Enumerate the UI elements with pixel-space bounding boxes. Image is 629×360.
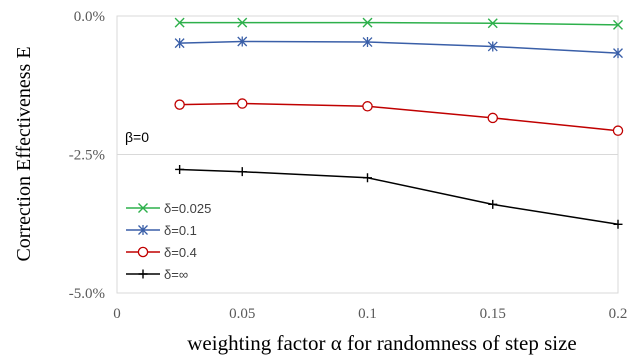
data-point-2-3 <box>487 112 498 124</box>
legend-label: δ=0.025 <box>164 201 211 216</box>
data-point-0-0 <box>174 17 185 28</box>
data-point-2-0 <box>174 99 185 110</box>
y-tick-label: 0.0% <box>74 9 105 25</box>
y-tick-label: -5.0% <box>69 286 105 302</box>
data-point-0-2 <box>362 17 373 28</box>
tick-labels: 0.0% -2.5% -5.0% 0 0.05 0.1 0.15 0.2 <box>69 9 628 322</box>
data-point-3-3 <box>488 199 498 209</box>
data-point-2-4 <box>612 125 624 136</box>
legend-label: δ=0.4 <box>164 245 197 260</box>
x-tick-label: 0.05 <box>229 306 255 322</box>
data-point-3-0 <box>175 164 185 174</box>
data-point-1-4 <box>613 48 623 59</box>
series-0 <box>174 17 623 30</box>
data-point-0-4 <box>613 19 623 30</box>
x-tick-label: 0 <box>113 306 121 322</box>
data-point-0-1 <box>237 17 248 28</box>
legend-entry: δ=0.4 <box>126 245 197 260</box>
series-layer <box>174 17 624 229</box>
series-1 <box>174 36 623 59</box>
legend: δ=0.025 δ=0.1 δ=0.4 δ=∞ <box>126 201 211 282</box>
y-tick-label: -2.5% <box>69 148 105 164</box>
legend-entry: δ=0.1 <box>126 223 197 238</box>
data-point-1-0 <box>174 38 185 49</box>
x-tick-label: 0.15 <box>480 306 506 322</box>
data-point-1-3 <box>487 41 498 52</box>
x-axis-title: weighting factor α for randomness of ste… <box>187 331 576 355</box>
legend-marker <box>137 246 149 258</box>
data-point-3-4 <box>613 219 623 229</box>
x-tick-label: 0.2 <box>609 306 628 322</box>
legend-marker <box>138 225 148 235</box>
data-point-2-1 <box>236 98 248 109</box>
data-point-1-2 <box>362 37 373 48</box>
legend-label: δ=∞ <box>164 267 188 282</box>
data-point-1-1 <box>237 36 248 47</box>
beta-annotation: β=0 <box>125 129 149 145</box>
legend-entry: δ=∞ <box>126 267 188 282</box>
gridlines <box>117 15 618 294</box>
legend-entry: δ=0.025 <box>126 201 211 216</box>
data-point-3-2 <box>363 173 372 183</box>
legend-marker <box>138 269 148 279</box>
series-2 <box>174 98 624 136</box>
x-tick-label: 0.1 <box>358 306 377 322</box>
y-axis-title: Correction Effectiveness E <box>13 46 35 261</box>
data-point-3-1 <box>237 167 247 177</box>
data-point-0-3 <box>487 18 498 29</box>
series-3 <box>175 164 623 229</box>
legend-marker <box>138 203 148 213</box>
legend-label: δ=0.1 <box>164 223 197 238</box>
data-point-2-2 <box>362 101 373 112</box>
